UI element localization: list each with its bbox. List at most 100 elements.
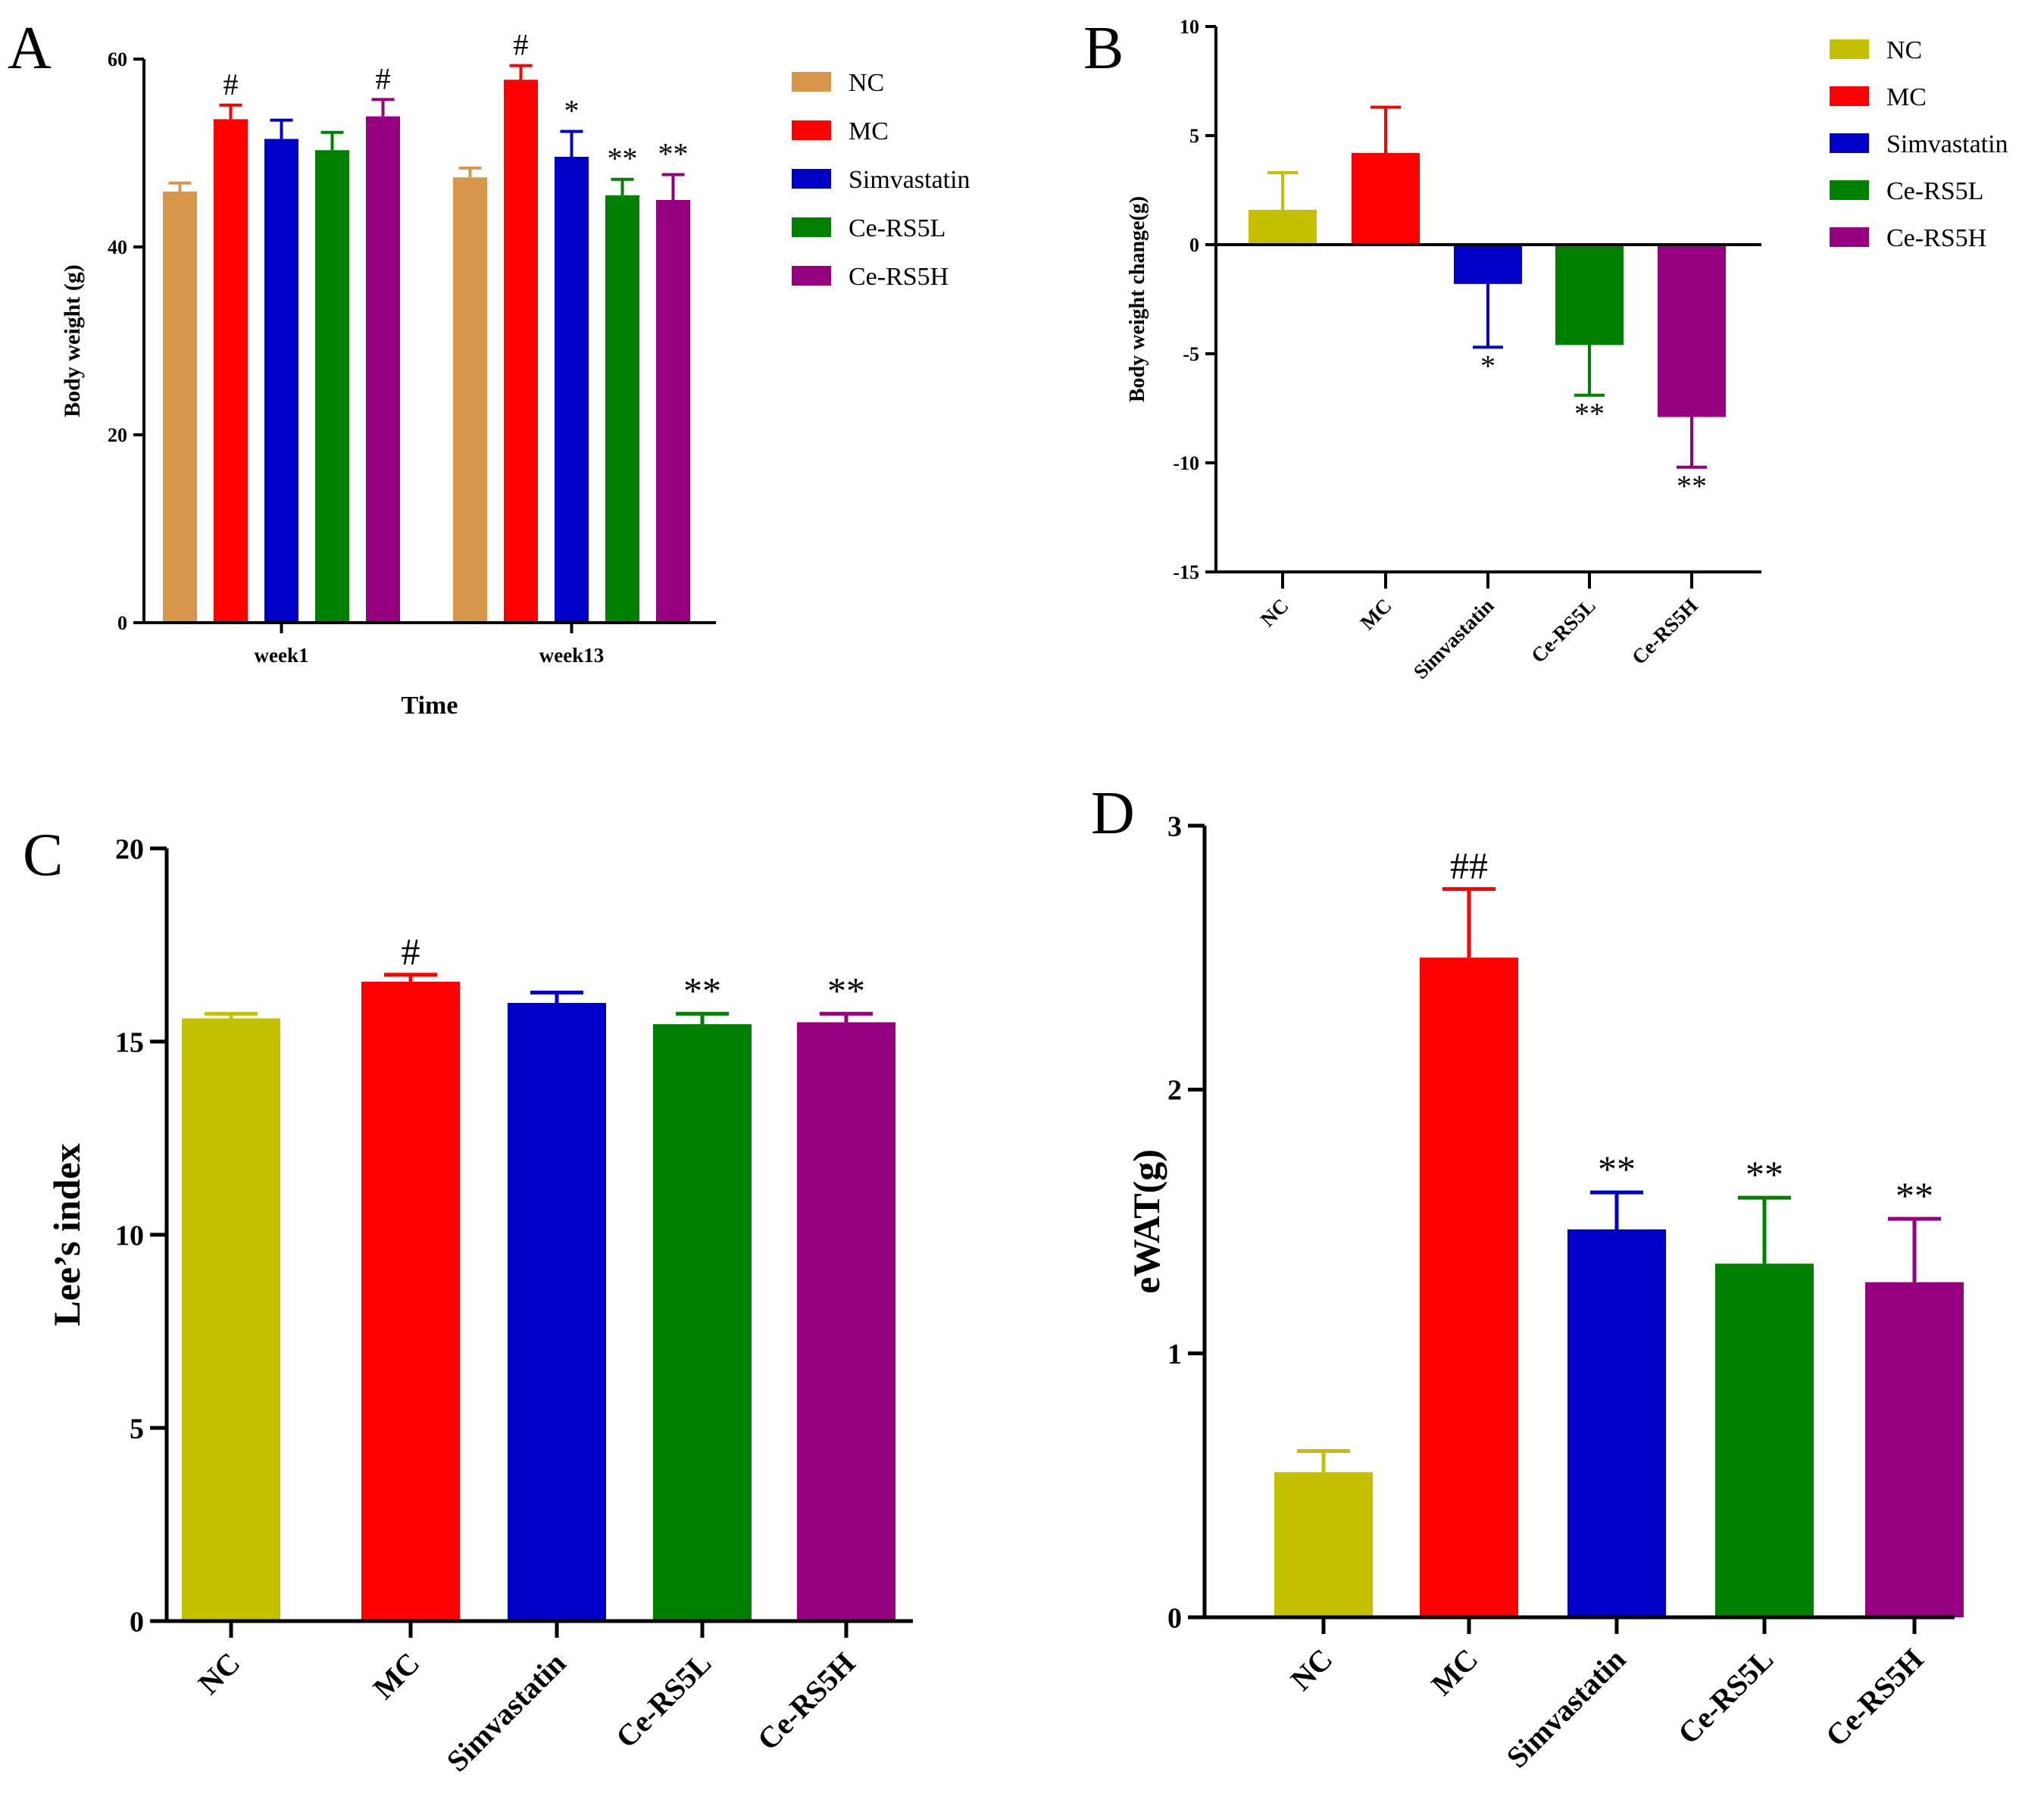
legend-label: Ce-RS5H bbox=[1886, 224, 1986, 252]
x-tick-label: MC bbox=[1424, 1642, 1484, 1702]
x-tick-label: week13 bbox=[539, 644, 604, 667]
y-tick-label: 2 bbox=[1167, 1075, 1182, 1107]
legend-swatch bbox=[792, 217, 831, 237]
x-axis-label: Time bbox=[402, 692, 458, 720]
y-tick-label: 0 bbox=[1167, 1602, 1182, 1634]
y-tick-label: 5 bbox=[130, 1413, 144, 1445]
y-tick-label: 0 bbox=[1189, 234, 1199, 256]
bar bbox=[555, 156, 589, 623]
y-tick-label: -5 bbox=[1183, 343, 1199, 365]
bar bbox=[653, 1024, 752, 1621]
x-tick-label: MC bbox=[1356, 594, 1396, 634]
chart-c: 0 5 10 15 20 Lee’s index # ** ** NC MC Simvastatin C… bbox=[45, 833, 913, 1778]
y-tick-label: 15 bbox=[115, 1026, 144, 1058]
bar bbox=[163, 191, 197, 623]
bar bbox=[366, 116, 400, 623]
bar bbox=[315, 150, 349, 623]
legend-label: Ce-RS5L bbox=[849, 214, 945, 242]
x-tick-label: MC bbox=[366, 1646, 426, 1706]
x-tick-label: week1 bbox=[255, 644, 309, 667]
bar bbox=[797, 1022, 895, 1621]
x-tick-label: NC bbox=[192, 1646, 247, 1701]
bar bbox=[1658, 245, 1726, 417]
bar bbox=[1567, 1229, 1666, 1617]
bar bbox=[508, 1003, 606, 1621]
legend-label: NC bbox=[849, 69, 884, 97]
legend-swatch bbox=[792, 169, 831, 189]
significance-mark: # bbox=[376, 61, 391, 95]
significance-mark: ** bbox=[1896, 1174, 1933, 1217]
significance-mark: # bbox=[514, 28, 529, 62]
significance-mark: ** bbox=[683, 969, 721, 1011]
legend-label: NC bbox=[1886, 36, 1922, 64]
x-tick-label: Ce-RS5L bbox=[1527, 594, 1600, 667]
legend-label: Ce-RS5H bbox=[849, 263, 949, 291]
legend-label: MC bbox=[1886, 83, 1927, 111]
bar bbox=[264, 139, 298, 623]
y-tick-label: 1 bbox=[1167, 1339, 1182, 1370]
x-tick-label: Simvastatin bbox=[1500, 1642, 1633, 1775]
legend-swatch bbox=[1830, 86, 1869, 106]
bar bbox=[1249, 209, 1317, 245]
bar bbox=[1454, 245, 1522, 284]
panel-d-letter: D bbox=[1091, 780, 1135, 847]
significance-mark: ## bbox=[1450, 845, 1488, 887]
legend-label: Ce-RS5L bbox=[1886, 177, 1983, 205]
y-axis-label: Body weight (g) bbox=[60, 264, 85, 417]
bar bbox=[453, 177, 487, 623]
legend-swatch bbox=[1830, 133, 1869, 153]
panel-a-letter: A bbox=[8, 15, 52, 82]
y-axis-label: Lee’s index bbox=[45, 1143, 88, 1326]
significance-mark: ** bbox=[608, 142, 638, 176]
bar bbox=[504, 80, 538, 623]
x-tick-label: Ce-RS5H bbox=[751, 1646, 862, 1757]
y-tick-label: 20 bbox=[108, 424, 127, 446]
significance-mark: # bbox=[402, 930, 420, 973]
bar bbox=[1420, 957, 1518, 1617]
significance-mark: ** bbox=[658, 137, 689, 171]
y-axis-label: eWAT(g) bbox=[1125, 1149, 1167, 1294]
y-tick-label: 20 bbox=[115, 833, 144, 865]
y-tick-label: 5 bbox=[1189, 125, 1199, 147]
bar bbox=[214, 119, 248, 623]
y-axis-label: Body weight change(g) bbox=[1126, 196, 1149, 402]
significance-mark: ** bbox=[827, 969, 865, 1011]
bar bbox=[656, 200, 690, 623]
bar bbox=[1274, 1472, 1373, 1617]
legend-swatch bbox=[792, 72, 831, 92]
bar bbox=[361, 981, 460, 1621]
bar bbox=[605, 195, 639, 623]
significance-mark: ** bbox=[1677, 469, 1707, 503]
y-tick-label: 0 bbox=[130, 1606, 144, 1638]
x-tick-label: Ce-RS5L bbox=[609, 1646, 717, 1754]
y-tick-label: 10 bbox=[1180, 16, 1199, 38]
legend-label: MC bbox=[849, 117, 889, 145]
y-tick-label: 3 bbox=[1167, 811, 1182, 842]
x-tick-label: NC bbox=[1284, 1642, 1339, 1698]
bar bbox=[1715, 1264, 1814, 1617]
legend-swatch bbox=[792, 120, 831, 140]
panel-c-letter: C bbox=[23, 822, 63, 889]
x-tick-label: Ce-RS5L bbox=[1671, 1642, 1780, 1751]
y-tick-label: -15 bbox=[1173, 561, 1199, 583]
significance-mark: ** bbox=[1574, 397, 1605, 431]
bar bbox=[1555, 245, 1624, 345]
x-tick-label: Simvastatin bbox=[1409, 594, 1499, 683]
y-tick-label: -10 bbox=[1173, 452, 1199, 474]
bar bbox=[1865, 1282, 1964, 1617]
legend-label: Simvastatin bbox=[1886, 130, 2008, 158]
x-tick-label: Ce-RS5H bbox=[1819, 1642, 1930, 1754]
significance-mark: # bbox=[223, 67, 239, 102]
y-tick-label: 10 bbox=[115, 1220, 144, 1251]
chart-d: 0 1 2 3 eWAT(g) ## ** ** ** NC MC Simvastatin Ce-RS5… bbox=[1125, 811, 1964, 1774]
significance-mark: * bbox=[564, 93, 580, 127]
x-tick-label: Ce-RS5H bbox=[1627, 594, 1702, 669]
legend-swatch bbox=[1830, 227, 1869, 247]
bar bbox=[1352, 153, 1420, 245]
x-tick-label: Simvastatin bbox=[440, 1646, 573, 1779]
legend-label: Simvastatin bbox=[849, 166, 970, 194]
y-tick-label: 60 bbox=[108, 48, 127, 70]
